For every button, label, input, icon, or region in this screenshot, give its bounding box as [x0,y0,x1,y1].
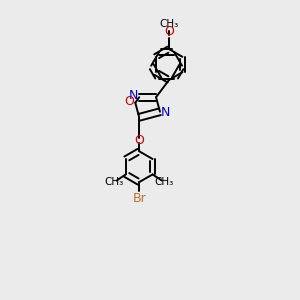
Text: CH₃: CH₃ [154,177,174,187]
Text: O: O [124,95,134,108]
Text: O: O [164,25,174,38]
Text: N: N [161,106,171,119]
Text: Br: Br [132,192,146,205]
Text: CH₃: CH₃ [159,19,178,28]
Text: N: N [129,89,138,102]
Text: CH₃: CH₃ [105,177,124,187]
Text: O: O [134,134,144,147]
